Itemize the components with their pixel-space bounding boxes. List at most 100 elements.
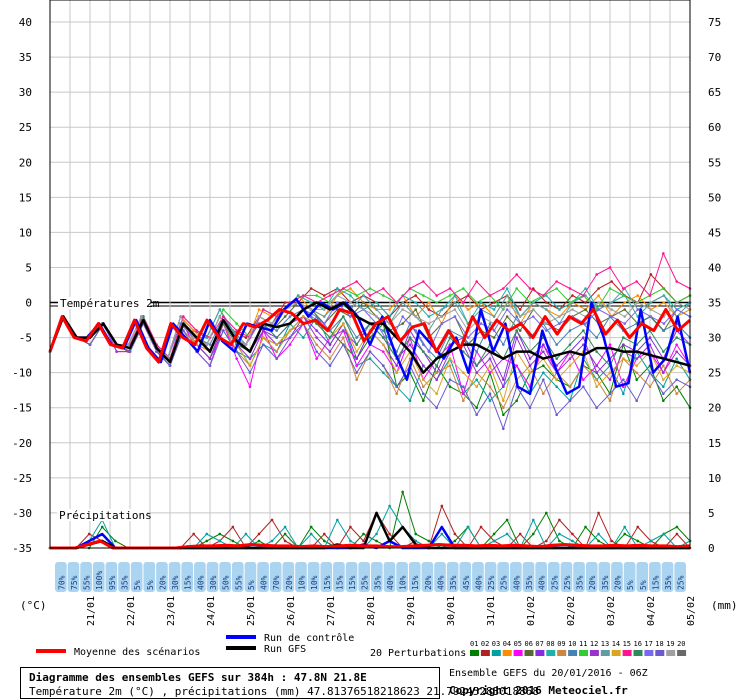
temp-point [355, 336, 358, 339]
perturbation-swatch [677, 650, 687, 656]
temp-point [401, 308, 404, 311]
temp-point [515, 399, 518, 403]
perturbation-swatch [557, 650, 567, 656]
temp-point [182, 315, 185, 318]
temp-point [623, 301, 626, 304]
left-unit-label: (°C) [20, 599, 47, 612]
x-tick-label: 23/01 [166, 596, 177, 626]
temp-point [336, 287, 339, 290]
x-tick-label: 28/01 [366, 596, 377, 626]
temp-point [675, 301, 679, 304]
temp-point [662, 350, 665, 353]
y-tick-right: 15 [708, 437, 721, 450]
precip-point [270, 518, 274, 522]
x-tick-label: 26/01 [286, 596, 297, 626]
temp-point [288, 343, 292, 346]
temp-point [502, 427, 505, 431]
y-tick-right: 0 [708, 542, 715, 555]
temp-point [558, 315, 561, 318]
x-tick-label: 24/01 [206, 596, 217, 626]
snow-cell [307, 562, 320, 592]
temp-point [208, 357, 212, 360]
temp-point [584, 308, 587, 311]
precip-point [597, 511, 600, 515]
temp-point [288, 329, 292, 332]
y-tick-left: 30 [19, 86, 32, 99]
precip-point [231, 525, 235, 529]
temp-point [422, 392, 425, 396]
snow-cell [459, 562, 472, 592]
temp-point [440, 322, 444, 325]
precip-point [505, 532, 509, 536]
temp-point [408, 343, 412, 346]
temp-point [635, 378, 638, 381]
temp-point [275, 336, 278, 339]
perturbation-swatch [470, 650, 479, 656]
temp-point [427, 350, 431, 353]
precip-probability-label: 15% [651, 575, 660, 590]
temp-point [475, 385, 478, 388]
precip-point [558, 518, 561, 522]
temp-point [622, 336, 625, 339]
temp-point [662, 364, 665, 367]
temp-point [248, 357, 252, 360]
temp-point [222, 308, 225, 311]
temp-control-line [48, 297, 692, 395]
perturbation-id: 09 [557, 640, 565, 648]
temp-point [475, 406, 478, 410]
temp-point [505, 301, 509, 304]
temp-point [608, 378, 612, 381]
precip-point [414, 532, 418, 536]
temp-point [610, 315, 613, 318]
temp-point [322, 322, 326, 325]
plot-frame [49, 0, 691, 549]
y-tick-left: 0 [25, 297, 32, 310]
temp-point [502, 385, 505, 388]
precip-point [375, 532, 378, 536]
y-tick-right: 70 [708, 51, 721, 64]
perturbation-id: 13 [601, 640, 609, 648]
precip-probability-label: 30% [171, 575, 180, 590]
temp-point [342, 329, 345, 332]
temp-point [610, 280, 613, 283]
precip-probability-label: 5% [146, 580, 155, 590]
precip-point [558, 539, 561, 543]
temp-point [142, 315, 145, 318]
precip-probability-label: 30% [209, 575, 218, 590]
temp-point [648, 385, 652, 388]
temp-point [608, 343, 612, 346]
snow-cell [80, 562, 92, 592]
temp-point [368, 336, 372, 339]
temp-point [368, 294, 372, 297]
temp-point [488, 322, 492, 325]
temp-point [422, 350, 425, 353]
perturbation-legend: 01 02 03 04 05 06 07 08 09 10 11 12 13 14 15 16 17 18 19 20 [470, 640, 687, 656]
temp-point [475, 350, 478, 353]
y-tick-left: -10 [12, 367, 32, 380]
temp-section-label: Températures 2m [60, 297, 160, 310]
temp-point [584, 301, 587, 304]
temp-point [505, 294, 509, 297]
temp-point [502, 399, 505, 403]
temp-point [595, 350, 598, 353]
precip-point [401, 490, 404, 494]
temp-point [388, 308, 391, 311]
precip-probability-label: 40% [474, 575, 483, 590]
temp-point [568, 399, 572, 403]
legend-gfs-label: Run GFS [264, 644, 306, 655]
temp-point [448, 357, 452, 360]
precip-probability-label: 25% [361, 575, 370, 590]
temp-point [582, 336, 585, 339]
temp-point [275, 350, 278, 353]
perturbation-id: 04 [503, 640, 511, 648]
temp-point [662, 385, 665, 388]
temp-point [545, 308, 548, 311]
temp-point [475, 371, 478, 374]
perturbation-id: 02 [481, 640, 489, 648]
temp-point [597, 287, 600, 290]
temp-point [555, 357, 558, 360]
temp-point [362, 294, 365, 297]
perturbation-id: 08 [546, 640, 554, 648]
temp-point [435, 378, 438, 381]
